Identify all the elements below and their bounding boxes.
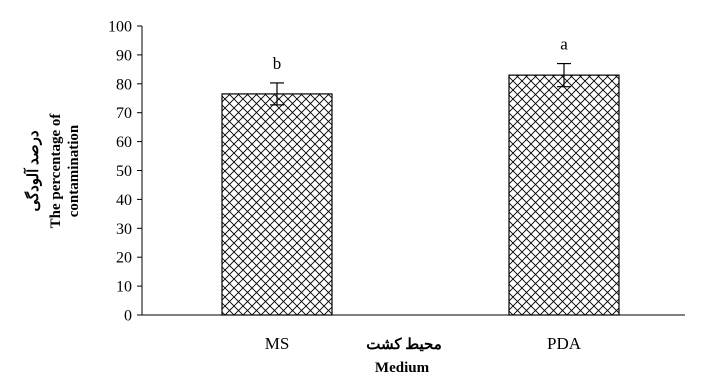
y-axis-label-english-line1: The percentage of bbox=[48, 113, 64, 229]
x-axis-label-english: Medium bbox=[375, 360, 430, 376]
x-axis-label-persian: محیط کشت bbox=[366, 337, 441, 353]
x-category-label: PDA bbox=[547, 334, 582, 353]
significance-letter: a bbox=[560, 35, 568, 54]
significance-letter: b bbox=[273, 54, 282, 73]
y-tick-label: 60 bbox=[116, 134, 132, 151]
y-axis-label-persian: درصد آلودگی bbox=[23, 130, 42, 211]
bar-ms bbox=[221, 93, 333, 316]
bar-pda bbox=[508, 74, 620, 316]
y-ticks: 0 10 20 30 40 50 60 70 80 90 100 bbox=[108, 19, 142, 325]
y-tick-label: 30 bbox=[116, 221, 132, 238]
y-tick-label: 50 bbox=[116, 163, 132, 180]
y-axis-label-english-line2: contamination bbox=[66, 124, 82, 217]
y-tick-label: 80 bbox=[116, 76, 132, 93]
x-category-labels: MS PDA bbox=[265, 334, 582, 353]
y-tick-label: 100 bbox=[108, 19, 132, 36]
bars: ba bbox=[221, 35, 620, 316]
y-tick-label: 90 bbox=[116, 47, 132, 64]
y-tick-label: 20 bbox=[116, 250, 132, 267]
x-category-label: MS bbox=[265, 334, 290, 353]
y-tick-label: 0 bbox=[124, 308, 132, 325]
y-tick-label: 70 bbox=[116, 105, 132, 122]
y-tick-label: 10 bbox=[116, 279, 132, 296]
y-tick-label: 40 bbox=[116, 192, 132, 209]
